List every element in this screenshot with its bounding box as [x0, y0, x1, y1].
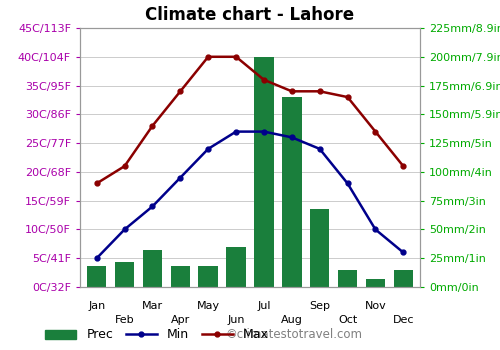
Bar: [87, 266, 106, 287]
Title: Climate chart - Lahore: Climate chart - Lahore: [146, 6, 354, 24]
Bar: [254, 57, 274, 287]
Text: Jul: Jul: [257, 301, 270, 311]
Text: Nov: Nov: [364, 301, 386, 311]
Bar: [226, 247, 246, 287]
Text: Sep: Sep: [309, 301, 330, 311]
Bar: [198, 266, 218, 287]
Text: ©climatestotravel.com: ©climatestotravel.com: [225, 328, 362, 341]
Bar: [115, 262, 134, 287]
Bar: [170, 266, 190, 287]
Bar: [338, 270, 357, 287]
Bar: [282, 97, 302, 287]
Bar: [394, 270, 413, 287]
Text: Mar: Mar: [142, 301, 163, 311]
Text: Dec: Dec: [392, 315, 414, 325]
Bar: [310, 209, 330, 287]
Text: May: May: [196, 301, 220, 311]
Text: Aug: Aug: [281, 315, 302, 325]
Text: Feb: Feb: [115, 315, 134, 325]
Text: Jan: Jan: [88, 301, 106, 311]
Bar: [366, 279, 385, 287]
Legend: Prec, Min, Max: Prec, Min, Max: [40, 323, 274, 346]
Text: Oct: Oct: [338, 315, 357, 325]
Text: Jun: Jun: [228, 315, 245, 325]
Text: Apr: Apr: [170, 315, 190, 325]
Bar: [142, 250, 162, 287]
